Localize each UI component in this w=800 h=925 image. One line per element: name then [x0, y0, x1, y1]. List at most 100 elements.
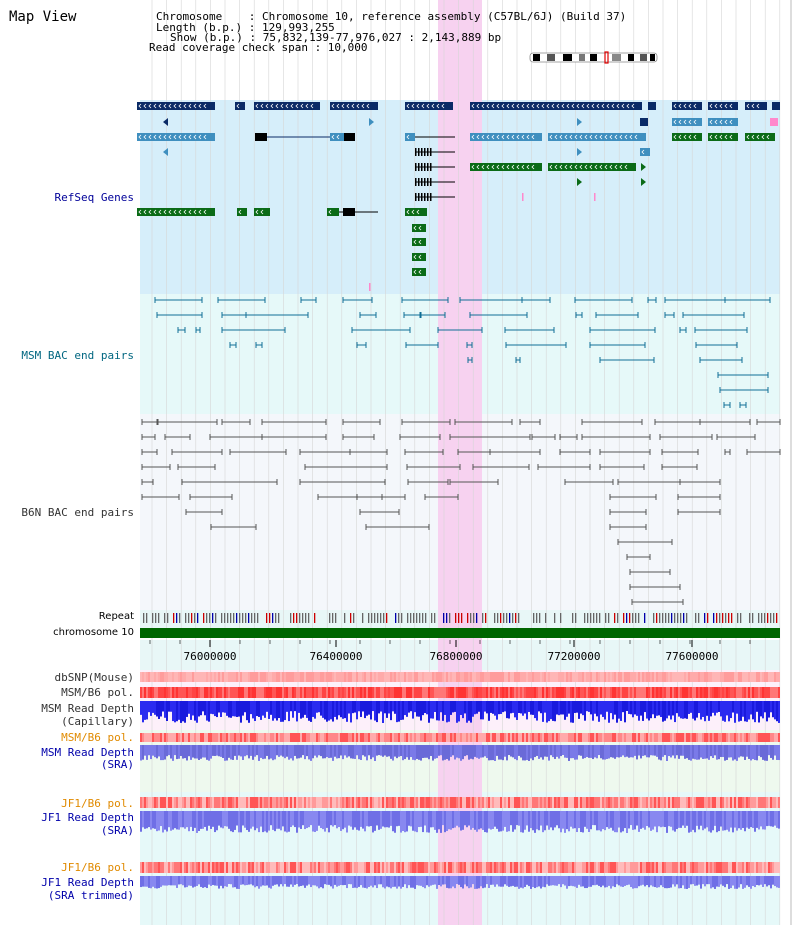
msm-b6-pol-2-heat-cell	[250, 733, 252, 742]
msm-depth-capillary-bar	[558, 701, 560, 716]
jf1-pol-2-heat-cell	[322, 862, 324, 873]
msm-b6-pol-heat-cell	[190, 687, 192, 698]
msm-depth-capillary-bar	[174, 701, 176, 723]
msm-bac-label[interactable]: MSM BAC end pairs	[21, 349, 134, 362]
jf1-depth-trimmed-bar	[588, 876, 590, 887]
jf1-depth-sra-bar	[574, 811, 576, 829]
msm-depth-capillary-bar	[244, 701, 246, 713]
jf1-depth-trimmed-bar	[712, 876, 714, 888]
jf1-depth-sra-bar	[602, 811, 604, 830]
jf1-pol-2-heat-cell	[426, 862, 428, 873]
repeat-label: Repeat	[98, 611, 134, 622]
dbsnp-heat-cell	[498, 672, 500, 682]
dbsnp-heat-cell	[450, 672, 452, 682]
msm-b6-pol-2-heat-cell	[460, 733, 462, 742]
msm-b6-pol-heat-cell	[434, 687, 436, 698]
dbsnp-heat-cell	[318, 672, 320, 682]
dbsnp-heat-cell	[496, 672, 498, 682]
msm-b6-pol-heat-cell	[660, 687, 662, 698]
dbsnp-label[interactable]: dbSNP(Mouse)	[54, 671, 134, 684]
msm-b6-pol-label-2[interactable]: MSM/B6 pol.	[61, 731, 134, 744]
jf1-pol-label-2[interactable]: JF1/B6 pol.	[61, 861, 134, 874]
msm-b6-pol-2-heat-cell	[332, 733, 334, 742]
repeat-mark	[194, 613, 196, 623]
msm-b6-pol-heat-cell	[680, 687, 682, 698]
msm-depth-sra-bar	[418, 745, 420, 760]
msm-depth-sra-bar	[478, 745, 480, 759]
ideogram-band	[650, 54, 655, 61]
jf1-pol-2-heat-cell	[404, 862, 406, 873]
jf1-pol-2-heat-cell	[634, 862, 636, 873]
b6n-bac-label[interactable]: B6N BAC end pairs	[21, 506, 134, 519]
repeat-mark	[536, 613, 538, 623]
msm-depth-capillary-bar	[594, 701, 596, 714]
refseq-genes-label[interactable]: RefSeq Genes	[54, 191, 134, 204]
jf1-depth-trimmed-label[interactable]: JF1 Read Depth	[41, 876, 134, 889]
gene-exon	[418, 163, 420, 171]
jf1-pol-2-heat-cell	[496, 862, 498, 873]
msm-b6-pol-heat-cell	[492, 687, 494, 698]
msm-depth-capillary-bar	[352, 701, 354, 714]
msm-depth-capillary-bar	[390, 701, 392, 721]
msm-b6-pol-2-heat-cell	[528, 733, 530, 742]
jf1-pol-2-heat-cell	[298, 862, 300, 873]
repeat-mark	[599, 613, 601, 623]
jf1-depth-trimmed-bar	[346, 876, 348, 889]
msm-depth-sra-label[interactable]: MSM Read Depth	[41, 746, 134, 759]
dbsnp-heat-cell	[654, 672, 656, 682]
jf1-pol-heat-cell	[302, 797, 304, 808]
msm-b6-pol-heat-cell	[550, 687, 552, 698]
jf1-depth-sra-bar	[216, 811, 218, 831]
gene-strand-mark	[260, 103, 264, 109]
jf1-depth-trimmed-bar	[660, 876, 662, 886]
msm-b6-pol-heat-cell	[174, 687, 176, 698]
jf1-pol-heat-cell	[556, 797, 558, 808]
dbsnp-heat-cell	[418, 672, 420, 682]
repeat-mark	[497, 613, 499, 623]
msm-b6-pol-2-heat-cell	[308, 733, 310, 742]
msm-b6-pol-2-heat-cell	[588, 733, 590, 742]
jf1-pol-2-heat-cell	[208, 862, 210, 873]
jf1-depth-sra-bar	[650, 811, 652, 831]
jf1-pol-label-1[interactable]: JF1/B6 pol.	[61, 797, 134, 810]
msm-b6-pol-heat-cell	[632, 687, 634, 698]
msm-depth-capillary-bar	[548, 701, 550, 722]
jf1-pol-2-heat-cell	[428, 862, 430, 873]
msm-b6-pol-2-heat-cell	[756, 733, 758, 742]
msm-b6-pol-heat-cell	[696, 687, 698, 698]
jf1-depth-trimmed-bar	[426, 876, 428, 886]
msm-depth-sra-bar	[488, 745, 490, 761]
jf1-pol-2-heat-cell	[396, 862, 398, 873]
jf1-pol-heat-cell	[394, 797, 396, 808]
jf1-pol-heat-cell	[598, 797, 600, 808]
gene-strand-mark	[579, 164, 583, 170]
msm-depth-capillary-label[interactable]: MSM Read Depth	[41, 702, 134, 715]
jf1-pol-heat-cell	[224, 797, 226, 808]
msm-b6-pol-2-heat-cell	[612, 733, 614, 742]
repeat-mark	[506, 613, 508, 623]
dbsnp-heat-cell	[678, 672, 680, 682]
msm-b6-pol-2-heat-cell	[596, 733, 598, 742]
msm-depth-capillary-bar	[292, 701, 294, 718]
msm-depth-sra-bar	[770, 745, 772, 758]
dbsnp-heat-cell	[194, 672, 196, 682]
jf1-depth-trimmed-bar	[288, 876, 290, 887]
msm-b6-pol-heat-cell	[392, 687, 394, 698]
jf1-depth-sra-bar	[438, 811, 440, 830]
jf1-depth-trimmed-bar	[592, 876, 594, 886]
msm-b6-pol-label-1[interactable]: MSM/B6 pol.	[61, 686, 134, 699]
jf1-depth-trimmed-bar	[286, 876, 288, 887]
dbsnp-heat-cell	[666, 672, 668, 682]
gene-strand-mark	[766, 134, 770, 140]
dbsnp-heat-cell	[250, 672, 252, 682]
msm-depth-capillary-bar	[528, 701, 530, 712]
jf1-depth-sra-label[interactable]: JF1 Read Depth	[41, 811, 134, 824]
msm-b6-pol-2-heat-cell	[688, 733, 690, 742]
dbsnp-heat-cell	[348, 672, 350, 682]
msm-depth-sra-bar	[534, 745, 536, 758]
msm-b6-pol-heat-cell	[562, 687, 564, 698]
jf1-pol-2-heat-cell	[166, 862, 168, 873]
jf1-pol-heat-cell	[366, 797, 368, 808]
msm-b6-pol-2-heat-cell	[260, 733, 262, 742]
